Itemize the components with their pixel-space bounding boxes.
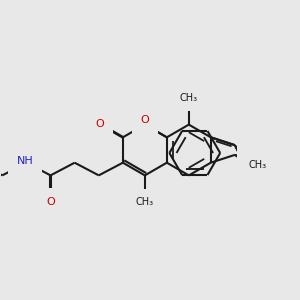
Text: CH₃: CH₃ — [136, 197, 154, 207]
Text: CH₃: CH₃ — [180, 93, 198, 103]
Text: O: O — [46, 197, 55, 207]
Text: NH: NH — [16, 156, 33, 166]
Text: O: O — [95, 119, 104, 129]
Text: CH₃: CH₃ — [248, 160, 266, 170]
Text: O: O — [245, 154, 254, 164]
Text: O: O — [140, 115, 149, 125]
